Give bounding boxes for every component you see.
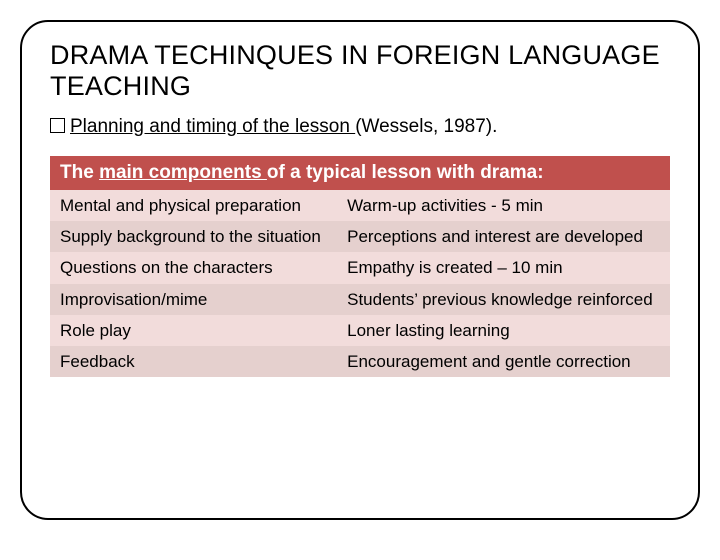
cell-right: Empathy is created – 10 min — [337, 252, 670, 283]
slide-frame: DRAMA TECHINQUES IN FOREIGN LANGUAGE TEA… — [20, 20, 700, 520]
table-row: Improvisation/mime Students’ previous kn… — [50, 284, 670, 315]
table-header-cell: The main components of a typical lesson … — [50, 156, 670, 190]
cell-left: Supply background to the situation — [50, 221, 337, 252]
table-row: Mental and physical preparation Warm-up … — [50, 190, 670, 221]
table-row: Role play Loner lasting learning — [50, 315, 670, 346]
bullet-underlined: Planning and timing of the lesson — [70, 116, 355, 137]
cell-left: Feedback — [50, 346, 337, 377]
cell-right: Loner lasting learning — [337, 315, 670, 346]
cell-right: Warm-up activities - 5 min — [337, 190, 670, 221]
table-row: Questions on the characters Empathy is c… — [50, 252, 670, 283]
cell-left: Improvisation/mime — [50, 284, 337, 315]
hdr-post: of a typical lesson with drama: — [267, 162, 544, 183]
cell-left: Role play — [50, 315, 337, 346]
table-row: Feedback Encouragement and gentle correc… — [50, 346, 670, 377]
bullet-box-icon — [50, 118, 65, 133]
slide-title: DRAMA TECHINQUES IN FOREIGN LANGUAGE TEA… — [50, 40, 670, 102]
table-header-row: The main components of a typical lesson … — [50, 156, 670, 190]
bullet-rest: (Wessels, 1987). — [355, 116, 497, 137]
hdr-pre: The — [60, 162, 99, 183]
cell-left: Mental and physical preparation — [50, 190, 337, 221]
cell-right: Perceptions and interest are developed — [337, 221, 670, 252]
table-row: Supply background to the situation Perce… — [50, 221, 670, 252]
components-table: The main components of a typical lesson … — [50, 156, 670, 377]
hdr-underlined: main components — [99, 162, 267, 183]
bullet-line: Planning and timing of the lesson (Wesse… — [50, 116, 670, 138]
cell-right: Encouragement and gentle correction — [337, 346, 670, 377]
cell-right: Students’ previous knowledge reinforced — [337, 284, 670, 315]
cell-left: Questions on the characters — [50, 252, 337, 283]
